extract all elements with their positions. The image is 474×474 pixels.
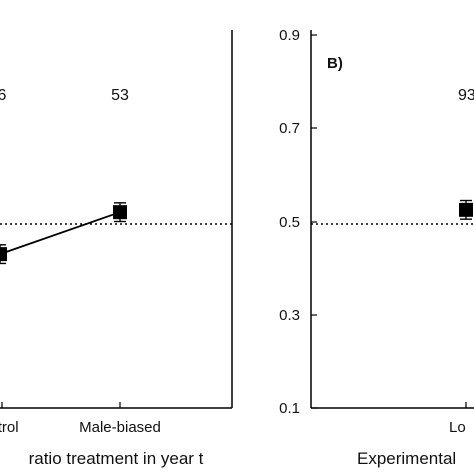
panel-a-x-axis-title: ratio treatment in year t: [29, 449, 204, 468]
panel-a-x-category-male-biased: Male-biased: [79, 419, 161, 436]
panel-b-x-axis-title: Experimental: [357, 449, 456, 468]
y-tick-label-0-5: 0.5: [279, 214, 300, 231]
panel-a-series-line: [0, 211, 121, 255]
panel-b-point-low: [459, 202, 473, 217]
panel-b-x-category-low: Lo: [449, 419, 466, 436]
panel-a: 6 53 ntrol Male-biased ratio treatment i…: [0, 30, 233, 468]
panel-a-point-male-biased: [113, 205, 127, 220]
panel-a-n-label-control: 6: [0, 87, 7, 104]
y-tick-label-0-7: 0.7: [279, 120, 300, 137]
panel-a-point-control: [0, 247, 7, 262]
panel-b-n-label-low: 93: [458, 87, 474, 104]
y-tick-label-0-1: 0.1: [279, 400, 300, 417]
panel-b-label: B): [327, 55, 343, 72]
y-tick-label-0-9: 0.9: [279, 27, 300, 44]
y-tick-label-0-3: 0.3: [279, 307, 300, 324]
panel-a-x-category-control: ntrol: [0, 419, 19, 436]
panel-b: 0.9 0.7 0.5 0.3 0.1 B) 93 Lo Experimenta…: [279, 27, 474, 468]
panel-a-n-label-male-biased: 53: [111, 87, 129, 104]
